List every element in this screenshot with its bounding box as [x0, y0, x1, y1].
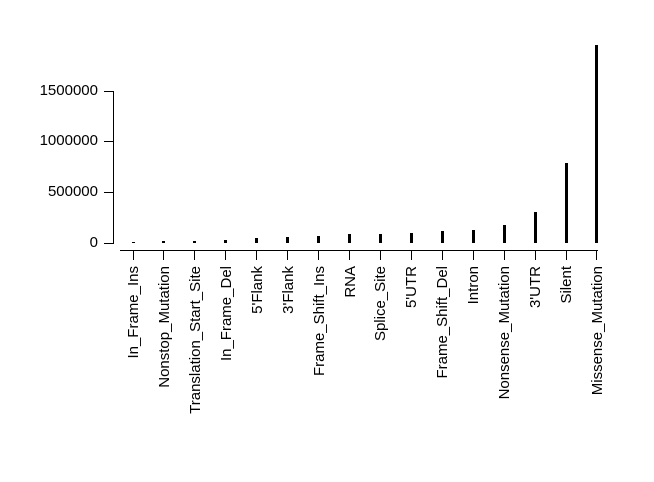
x-tick-label: Frame_Shift_Ins — [310, 266, 328, 377]
y-tick-label: 1500000 — [39, 81, 98, 99]
x-tick — [565, 251, 567, 261]
y-tick — [104, 192, 113, 194]
x-tick — [349, 251, 351, 261]
x-tick — [132, 251, 134, 261]
bar — [502, 224, 506, 243]
bar — [193, 241, 197, 243]
x-tick — [379, 251, 381, 261]
x-tick-label: Splice_Site — [372, 266, 390, 342]
x-tick — [225, 251, 227, 261]
bar — [471, 230, 475, 243]
bar — [255, 238, 259, 243]
x-tick-label: Silent — [558, 266, 576, 304]
bar — [595, 45, 599, 243]
x-tick-label: In_Frame_Ins — [125, 266, 142, 359]
x-tick — [287, 251, 289, 261]
bar — [564, 162, 568, 243]
x-tick-label: 5'Flank — [248, 266, 266, 314]
y-tick — [104, 90, 113, 92]
x-tick — [472, 251, 474, 261]
bar — [348, 234, 352, 243]
x-tick-label: Intron — [465, 266, 483, 305]
x-tick-label: RNA — [341, 266, 359, 298]
y-tick-label: 500000 — [47, 183, 98, 201]
x-tick-label: In_Frame_Del — [217, 266, 235, 362]
x-tick — [194, 251, 196, 261]
bar — [378, 233, 382, 243]
x-tick — [163, 251, 165, 261]
x-tick-label: 3'Flank — [279, 266, 297, 314]
y-tick-label: 1000000 — [39, 132, 98, 150]
x-tick-label: Missense_Mutation — [588, 266, 606, 396]
bar — [533, 212, 537, 243]
x-tick — [534, 251, 536, 261]
y-axis-line — [113, 90, 114, 244]
x-tick-label: 5'UTR — [403, 266, 421, 309]
x-tick — [503, 251, 505, 261]
x-tick — [318, 251, 320, 261]
y-tick — [104, 141, 113, 143]
x-tick-label: 3'UTR — [527, 266, 545, 309]
bar — [317, 235, 321, 243]
bar — [286, 237, 290, 243]
x-tick-label: Nonstop_Mutation — [155, 266, 173, 388]
x-tick — [256, 251, 258, 261]
x-tick-label: Frame_Shift_Del — [434, 266, 452, 379]
bar — [409, 232, 413, 243]
x-tick — [596, 251, 598, 261]
x-tick — [441, 251, 443, 261]
bar — [440, 231, 444, 243]
x-tick-label: Nonsense_Mutation — [496, 266, 514, 400]
bar — [224, 240, 228, 243]
y-tick-label: 0 — [89, 233, 98, 251]
bar — [162, 241, 166, 243]
x-tick — [410, 251, 412, 261]
bar — [131, 241, 135, 243]
x-tick-label: Translation_Start_Site — [186, 266, 204, 414]
x-axis-line — [120, 250, 598, 252]
y-tick — [104, 242, 113, 244]
